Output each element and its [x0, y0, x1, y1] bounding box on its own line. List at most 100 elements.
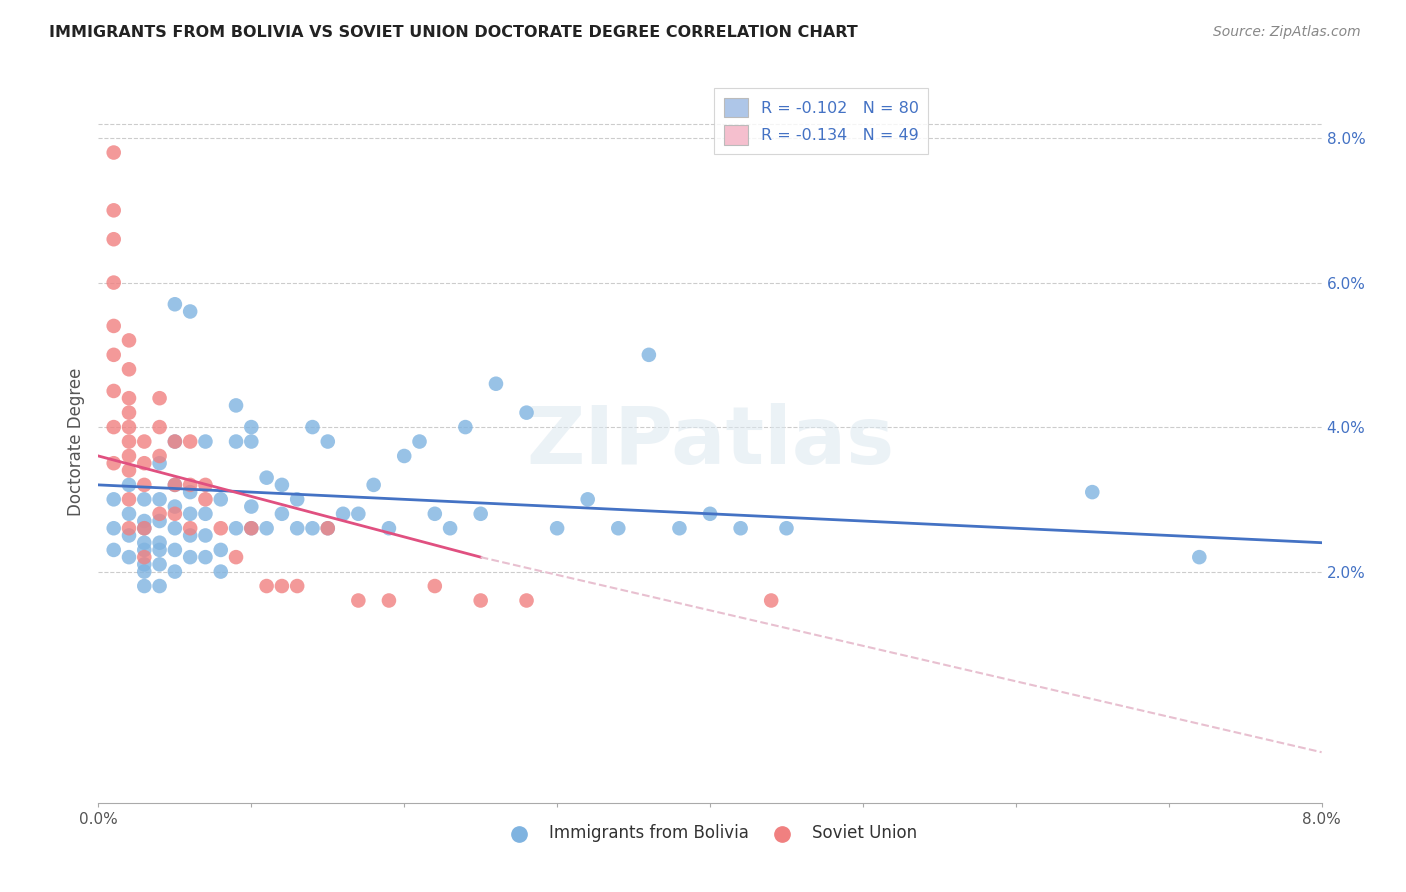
Point [163, 521, 186, 535]
Point [149, 558, 172, 572]
Point [194, 528, 217, 542]
Point [103, 232, 125, 246]
Point [730, 521, 752, 535]
Point [301, 420, 323, 434]
Point [118, 449, 141, 463]
Point [378, 521, 401, 535]
Point [301, 521, 323, 535]
Point [316, 521, 339, 535]
Point [179, 507, 201, 521]
Point [163, 434, 186, 449]
Point [134, 542, 156, 557]
Point [408, 434, 430, 449]
Point [423, 507, 446, 521]
Point [163, 478, 186, 492]
Point [149, 542, 172, 557]
Point [516, 406, 538, 420]
Point [470, 507, 492, 521]
Point [118, 478, 141, 492]
Point [103, 542, 125, 557]
Point [240, 521, 263, 535]
Point [1081, 485, 1104, 500]
Point [118, 406, 141, 420]
Point [607, 521, 630, 535]
Point [134, 514, 156, 528]
Point [179, 528, 201, 542]
Point [285, 579, 308, 593]
Point [163, 434, 186, 449]
Point [149, 391, 172, 405]
Point [316, 434, 339, 449]
Point [316, 521, 339, 535]
Point [225, 434, 247, 449]
Point [179, 304, 201, 318]
Point [118, 334, 141, 348]
Point [225, 550, 247, 565]
Y-axis label: Doctorate Degree: Doctorate Degree [66, 368, 84, 516]
Point [103, 456, 125, 470]
Point [775, 521, 797, 535]
Point [194, 434, 217, 449]
Point [179, 521, 201, 535]
Point [103, 145, 125, 160]
Point [118, 528, 141, 542]
Point [118, 420, 141, 434]
Text: IMMIGRANTS FROM BOLIVIA VS SOVIET UNION DOCTORATE DEGREE CORRELATION CHART: IMMIGRANTS FROM BOLIVIA VS SOVIET UNION … [49, 25, 858, 40]
Point [1188, 550, 1211, 565]
Point [668, 521, 690, 535]
Point [439, 521, 461, 535]
Point [149, 456, 172, 470]
Point [163, 507, 186, 521]
Point [194, 507, 217, 521]
Point [363, 478, 385, 492]
Point [118, 507, 141, 521]
Point [392, 449, 416, 463]
Point [179, 485, 201, 500]
Point [285, 492, 308, 507]
Point [149, 579, 172, 593]
Point [256, 579, 278, 593]
Point [270, 579, 294, 593]
Point [256, 521, 278, 535]
Point [225, 398, 247, 412]
Point [163, 297, 186, 311]
Point [378, 593, 401, 607]
Point [637, 348, 661, 362]
Point [179, 434, 201, 449]
Text: ZIPatlas: ZIPatlas [526, 402, 894, 481]
Point [149, 535, 172, 549]
Point [134, 478, 156, 492]
Point [134, 521, 156, 535]
Point [225, 521, 247, 535]
Point [134, 434, 156, 449]
Point [194, 550, 217, 565]
Point [118, 550, 141, 565]
Point [103, 384, 125, 398]
Point [134, 579, 156, 593]
Point [759, 593, 782, 607]
Point [149, 514, 172, 528]
Point [270, 478, 294, 492]
Point [454, 420, 477, 434]
Point [423, 579, 446, 593]
Point [134, 558, 156, 572]
Point [347, 507, 370, 521]
Text: Source: ZipAtlas.com: Source: ZipAtlas.com [1213, 25, 1361, 39]
Point [149, 449, 172, 463]
Point [134, 565, 156, 579]
Point [103, 521, 125, 535]
Point [546, 521, 568, 535]
Point [256, 470, 278, 484]
Point [118, 434, 141, 449]
Point [209, 492, 232, 507]
Point [103, 348, 125, 362]
Point [134, 550, 156, 565]
Point [485, 376, 508, 391]
Point [699, 507, 721, 521]
Point [103, 318, 125, 333]
Point [209, 521, 232, 535]
Point [240, 500, 263, 514]
Point [194, 478, 217, 492]
Point [240, 521, 263, 535]
Point [270, 507, 294, 521]
